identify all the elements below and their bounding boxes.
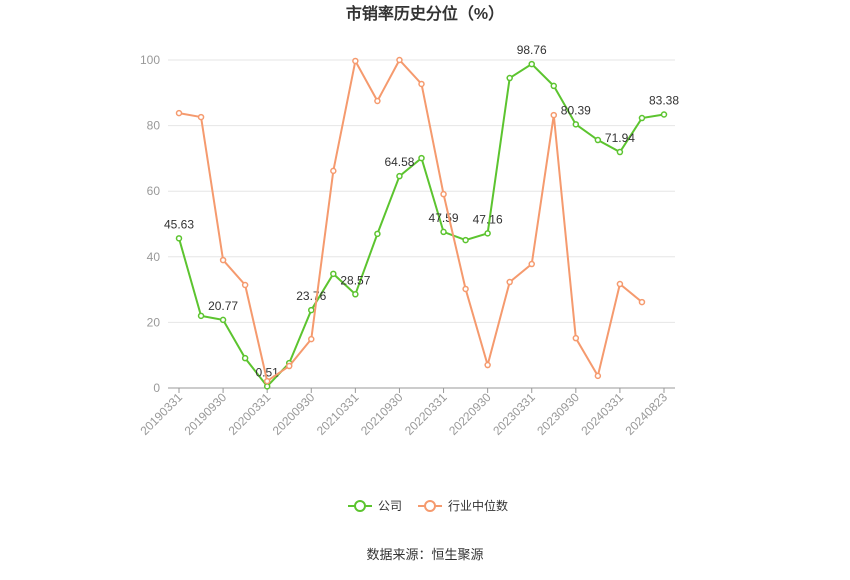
y-tick-label: 60 — [147, 184, 161, 198]
series-line — [178, 62, 665, 388]
legend-marker — [354, 500, 366, 512]
x-tick-label: 20240331 — [578, 390, 626, 438]
x-tick-label: 20230331 — [490, 390, 538, 438]
point — [440, 190, 447, 198]
x-tick-label: 20190331 — [137, 390, 185, 438]
y-tick-label: 100 — [140, 53, 160, 67]
point — [462, 236, 469, 244]
legend-label: 公司 — [378, 499, 402, 513]
point — [374, 230, 381, 238]
point — [396, 172, 403, 180]
series-line — [178, 58, 643, 383]
point — [241, 281, 249, 289]
point — [594, 372, 602, 380]
point — [616, 280, 624, 288]
point — [352, 57, 359, 65]
point — [197, 113, 205, 121]
data-label: 47.16 — [473, 212, 503, 226]
y-tick-label: 80 — [147, 119, 161, 133]
point — [219, 316, 227, 324]
point — [330, 270, 337, 278]
point — [308, 306, 315, 314]
point — [418, 154, 425, 162]
point — [550, 82, 558, 90]
point — [528, 260, 535, 268]
point — [330, 167, 337, 175]
point — [660, 111, 668, 118]
x-tick-label: 20200331 — [226, 390, 274, 438]
legend-marker — [424, 500, 437, 512]
point — [484, 230, 491, 237]
point — [638, 114, 646, 122]
data-label: 80.39 — [561, 103, 591, 117]
data-label: 47.59 — [429, 211, 459, 225]
point — [572, 334, 580, 342]
x-tick-label: 20240823 — [622, 390, 670, 438]
point — [374, 97, 381, 105]
point — [506, 74, 513, 82]
point — [197, 312, 205, 320]
point — [484, 361, 491, 369]
point — [462, 285, 469, 293]
point — [219, 256, 227, 264]
data-label: 28.57 — [340, 273, 370, 287]
data-label: 98.76 — [517, 43, 547, 57]
point — [440, 228, 447, 236]
data-label: 23.76 — [296, 289, 326, 303]
x-tick-label: 20230930 — [534, 390, 582, 438]
point — [572, 121, 580, 128]
data-label: 83.38 — [649, 94, 679, 108]
data-label: 64.58 — [384, 155, 414, 169]
point — [506, 278, 513, 286]
data-label: 0.51 — [256, 365, 280, 379]
data-label: 45.63 — [164, 217, 194, 231]
y-tick-label: 0 — [153, 381, 160, 395]
point — [241, 354, 249, 362]
x-tick-label: 20220331 — [402, 390, 450, 438]
point — [550, 111, 558, 119]
point — [308, 335, 315, 343]
x-tick-label: 20210930 — [358, 390, 406, 438]
y-tick-label: 20 — [147, 315, 161, 329]
point — [638, 298, 646, 306]
point — [175, 235, 183, 242]
point — [594, 136, 602, 144]
point — [528, 60, 535, 68]
point — [285, 362, 293, 370]
x-tick-label: 20210331 — [314, 390, 362, 438]
point — [352, 291, 359, 298]
point — [263, 383, 271, 390]
data-label: 20.77 — [208, 299, 238, 313]
x-tick-label: 20200930 — [270, 390, 318, 438]
point — [396, 56, 403, 64]
point — [616, 148, 624, 156]
x-tick-label: 20220930 — [446, 390, 494, 438]
x-tick-label: 20190930 — [182, 390, 230, 438]
point — [418, 80, 425, 88]
data-label: 71.94 — [605, 131, 635, 145]
point — [263, 377, 271, 385]
legend-label: 行业中位数 — [448, 498, 508, 513]
chart-title: 市销率历史分位（%） — [346, 4, 504, 23]
y-tick-label: 40 — [147, 250, 161, 264]
point — [175, 109, 183, 117]
source: 数据来源：恒生聚源 — [366, 547, 483, 562]
